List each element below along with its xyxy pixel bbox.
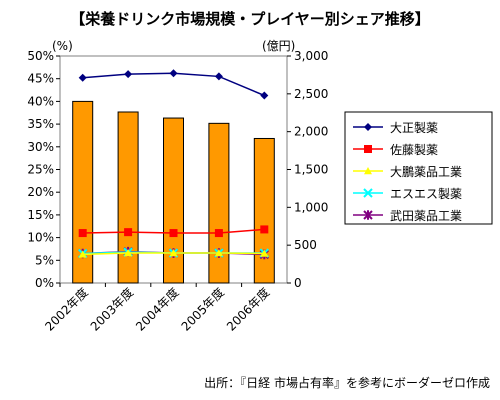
marker-star — [363, 210, 373, 220]
left-tick-label: 35% — [27, 117, 54, 131]
series-line-group — [78, 249, 269, 258]
legend-label: 大鵬薬品工業 — [390, 165, 462, 179]
marker-diamond — [260, 91, 269, 100]
left-tick-label: 25% — [27, 163, 54, 177]
left-tick-label: 40% — [27, 94, 54, 108]
legend-label: 武田薬品工業 — [390, 209, 462, 223]
right-tick-label: 2,000 — [294, 125, 328, 139]
left-tick-label: 50% — [27, 49, 54, 63]
left-tick-label: 5% — [35, 253, 54, 267]
marker-triangle — [78, 250, 87, 258]
right-tick-label: 3,000 — [294, 49, 328, 63]
bar — [163, 117, 184, 284]
series-line-group — [78, 69, 269, 100]
left-axis-unit: (%) — [52, 39, 73, 53]
legend-item: 大鵬薬品工業 — [353, 165, 462, 179]
legend-box — [344, 111, 493, 225]
x-tick-label: 2005年度 — [178, 285, 227, 334]
left-axis: 0% 5% 10% 15% 20% 25% 30% 35% 40% 45% 50% — [27, 49, 60, 290]
series-line-group — [78, 225, 269, 238]
left-tick-label: 10% — [27, 231, 54, 245]
marker-triangle — [364, 167, 372, 175]
right-tick-label: 500 — [294, 238, 317, 252]
marker-x — [363, 188, 373, 198]
legend-label: 大正製薬 — [390, 121, 438, 135]
bar-series — [72, 100, 275, 284]
bar — [208, 122, 230, 284]
right-tick-label: 1,500 — [294, 163, 328, 177]
marker-triangle — [124, 249, 133, 257]
legend-label: 佐藤製薬 — [390, 143, 438, 157]
legend-item: 佐藤製薬 — [353, 143, 438, 157]
marker-square — [78, 229, 87, 238]
marker-square — [214, 229, 223, 238]
line-series — [77, 69, 270, 260]
bar — [117, 111, 139, 284]
legend-item: 大正製薬 — [353, 121, 438, 135]
right-axis-unit: (億円) — [262, 39, 295, 53]
source-note: 出所：『日経 市場占有率』を参考にボーダーゼロ作成 — [204, 376, 490, 390]
right-tick-label: 0 — [294, 276, 302, 290]
left-tick-label: 45% — [27, 72, 54, 86]
x-tick-label: 2004年度 — [132, 285, 181, 334]
marker-diamond — [124, 70, 133, 79]
marker-triangle — [214, 249, 223, 257]
left-tick-label: 20% — [27, 185, 54, 199]
marker-triangle — [169, 249, 178, 257]
bar — [253, 137, 275, 284]
marker-diamond — [169, 69, 178, 78]
marker-diamond — [364, 123, 372, 131]
left-tick-label: 0% — [35, 276, 54, 290]
marker-diamond — [78, 73, 87, 82]
marker-square — [169, 229, 178, 238]
marker-triangle — [260, 249, 269, 257]
legend-item: 武田薬品工業 — [353, 209, 462, 223]
x-tick-label: 2002年度 — [42, 285, 91, 334]
left-tick-label: 30% — [27, 140, 54, 154]
x-tick-label: 2006年度 — [223, 285, 272, 334]
right-axis: 0 500 1,000 1,500 2,000 2,500 3,000 — [287, 49, 328, 290]
left-tick-label: 15% — [27, 208, 54, 222]
marker-square — [260, 225, 269, 234]
x-tick-label: 2003年度 — [87, 285, 136, 334]
marker-diamond — [214, 72, 223, 81]
legend-item: エスエス製薬 — [353, 187, 462, 201]
marker-square — [364, 145, 372, 153]
bar — [72, 100, 94, 284]
chart-title: 【栄養ドリンク市場規模・プレイヤー別シェア推移】 — [70, 10, 430, 28]
right-tick-label: 1,000 — [294, 200, 328, 214]
right-tick-label: 2,500 — [294, 87, 328, 101]
legend-label: エスエス製薬 — [390, 187, 462, 201]
marker-square — [124, 228, 133, 237]
